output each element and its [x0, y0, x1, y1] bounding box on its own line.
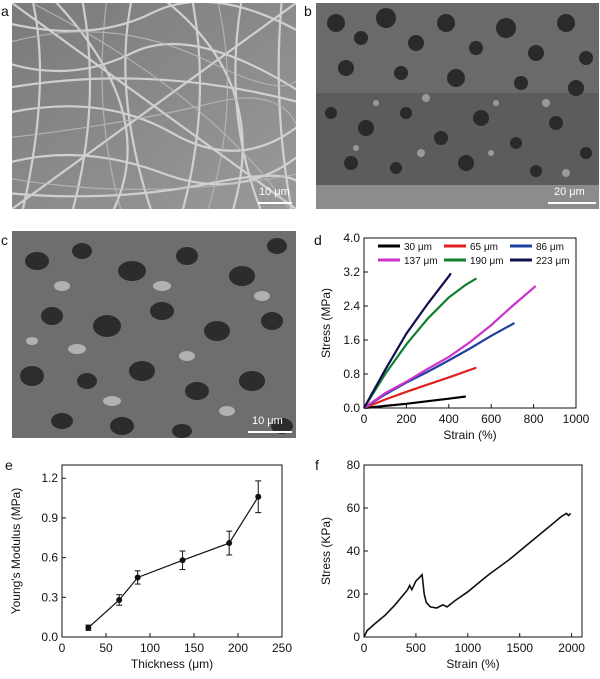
y-tick-label: 1.6: [343, 333, 360, 347]
y-tick-label: 0.0: [41, 630, 58, 644]
scale-label-b: 20 μm: [554, 186, 585, 198]
plot-frame: [61, 464, 283, 638]
y-tick-label: 80: [347, 458, 361, 472]
y-tick-label: 3.2: [343, 265, 360, 279]
series-line-190: [363, 277, 477, 409]
series-line-137: [363, 285, 537, 409]
y-tick-label: 60: [347, 501, 361, 515]
panel-letter-b: b: [304, 3, 312, 19]
chart-e: 0 50 100 150 200 250 0.0 0.3 0.6 0.9 1.2 Thickness …: [9, 464, 292, 671]
y-tick-label: 1.2: [41, 471, 58, 485]
y-axis-label: Stress (MPa): [319, 288, 333, 358]
scale-bar-b: [548, 202, 596, 204]
panel-letter-f: f: [315, 457, 319, 473]
plot-frame: [363, 237, 577, 409]
x-tick-label: 1500: [506, 641, 533, 655]
stress-strain-line: [363, 512, 572, 638]
chart-d: 0 200 400 600 800 1000 0.0 0.8 1.6 2.4 3.2 4.0 Strai…: [319, 231, 590, 442]
legend-label: 223 μm: [536, 256, 570, 267]
y-axis-label: Stress (KPa): [319, 517, 333, 585]
x-tick-label: 150: [184, 641, 204, 655]
legend-label: 190 μm: [470, 256, 504, 267]
data-point: [255, 493, 262, 500]
plot-frame: [363, 464, 583, 638]
legend-label: 86 μm: [536, 242, 564, 253]
data-point: [179, 557, 186, 564]
x-tick-label: 800: [524, 412, 544, 426]
series-line-223: [363, 272, 452, 409]
series-line-30: [363, 395, 466, 410]
sem-image-b: 20 μm: [316, 3, 599, 209]
panel-letter-e: e: [5, 457, 13, 473]
y-axis-label: Young's Modulus (MPa): [9, 488, 23, 615]
y-tick-label: 40: [347, 544, 361, 558]
sem-image-a: 10 μm: [12, 3, 296, 209]
series-line-65: [363, 366, 477, 410]
x-tick-label: 50: [99, 641, 113, 655]
data-point: [226, 540, 233, 547]
y-tick-label: 0.0: [343, 401, 360, 415]
chart-f: 0 500 1000 1500 2000 0 20 40 60 80 Strain (%) Stres…: [319, 458, 585, 671]
y-tick-label: 2.4: [343, 299, 360, 313]
x-tick-label: 1000: [563, 412, 590, 426]
y-tick-label: 0.9: [41, 511, 58, 525]
legend-label: 137 μm: [404, 256, 438, 267]
scale-label-c: 10 μm: [252, 415, 283, 427]
x-tick-label: 0: [59, 641, 66, 655]
y-tick-label: 0.6: [41, 551, 58, 565]
y-tick-label: 0.3: [41, 590, 58, 604]
legend-label: 65 μm: [470, 242, 498, 253]
scale-label-a: 10 μm: [259, 186, 290, 198]
x-tick-label: 100: [140, 641, 160, 655]
x-tick-label: 200: [228, 641, 248, 655]
x-tick-label: 200: [396, 412, 416, 426]
y-tick-label: 0: [353, 630, 360, 644]
x-tick-label: 0: [361, 641, 368, 655]
x-tick-label: 250: [272, 641, 292, 655]
x-tick-label: 2000: [558, 641, 585, 655]
sem-image-c: 10 μm: [12, 231, 296, 438]
x-tick-label: 0: [361, 412, 368, 426]
x-tick-label: 500: [406, 641, 426, 655]
scale-bar-c: [248, 431, 292, 433]
y-tick-label: 0.8: [343, 367, 360, 381]
x-tick-label: 400: [439, 412, 459, 426]
x-axis-label: Strain (%): [446, 657, 499, 671]
modulus-line: [87, 496, 259, 629]
y-tick-label: 20: [347, 587, 361, 601]
x-axis-label: Thickness (μm): [131, 657, 213, 671]
panel-letter-c: c: [1, 232, 8, 248]
y-tick-label: 4.0: [343, 231, 360, 245]
x-tick-label: 600: [481, 412, 501, 426]
x-axis-label: Strain (%): [443, 428, 496, 442]
scale-bar-a: [258, 202, 292, 204]
data-point: [85, 624, 92, 631]
x-tick-label: 1000: [454, 641, 481, 655]
panel-letter-d: d: [314, 232, 322, 248]
legend-label: 30 μm: [404, 242, 432, 253]
data-point: [116, 596, 123, 603]
data-point: [134, 574, 141, 581]
panel-letter-a: a: [1, 3, 9, 19]
